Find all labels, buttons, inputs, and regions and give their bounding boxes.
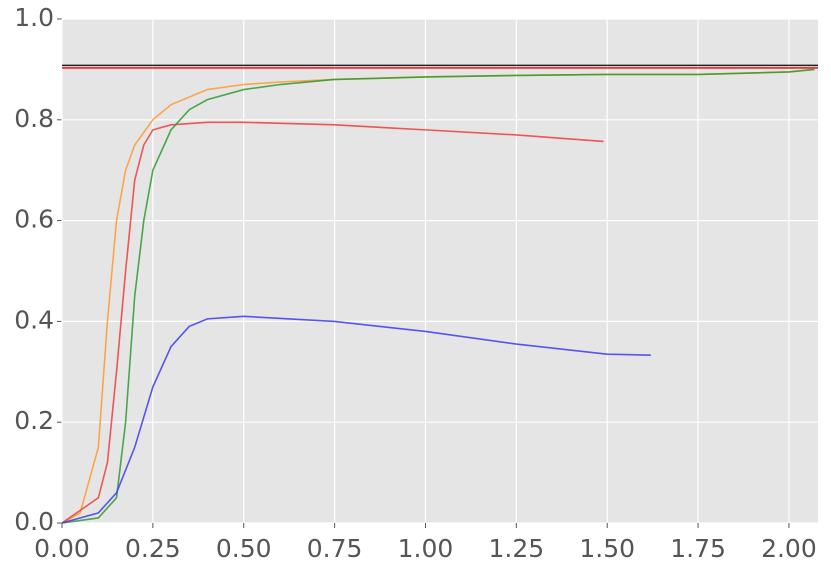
x-tick-label: 1.75 <box>670 534 726 563</box>
y-tick-label: 0.6 <box>14 205 54 234</box>
series-line <box>61 68 815 524</box>
x-tick-label: 1.25 <box>488 534 544 563</box>
plot-area <box>62 19 818 523</box>
x-tick-label: 0.00 <box>34 534 90 563</box>
y-tick-label: 1.0 <box>14 3 54 32</box>
x-tick-label: 1.00 <box>398 534 454 563</box>
series-line <box>61 121 604 524</box>
x-tick-label: 0.25 <box>125 534 181 563</box>
series-line <box>61 315 651 524</box>
y-tick-label: 0.4 <box>14 305 54 334</box>
x-tick-label: 0.75 <box>307 534 363 563</box>
x-tick-label: 1.50 <box>579 534 635 563</box>
x-tick-label: 0.50 <box>216 534 272 563</box>
y-tick-label: 0.0 <box>14 507 54 536</box>
y-tick-label: 0.2 <box>14 406 54 435</box>
x-tick-label: 2.00 <box>761 534 817 563</box>
y-tick-label: 0.8 <box>14 104 54 133</box>
